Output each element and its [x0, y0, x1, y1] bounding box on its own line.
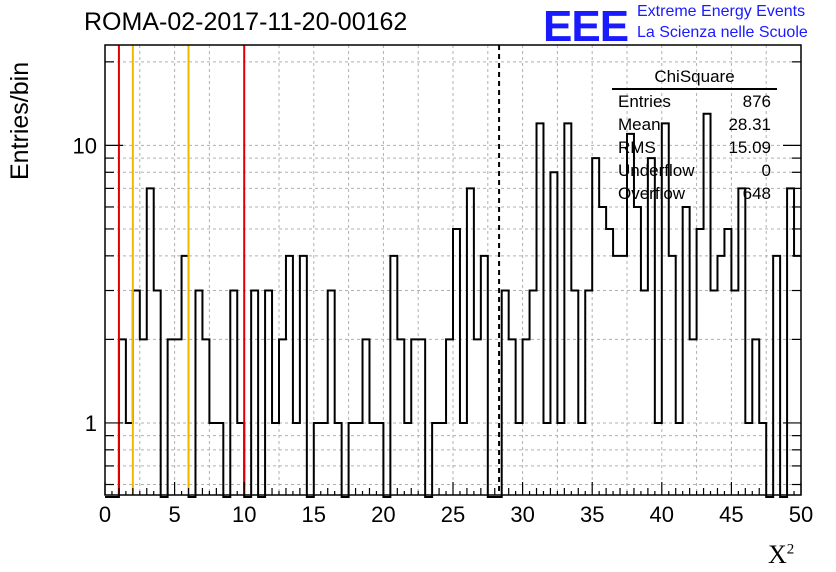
x-tick-label: 0 — [99, 502, 111, 527]
y-axis-label: Entries/bin — [6, 61, 34, 180]
stats-row-mean: Mean 28.31 — [612, 113, 777, 136]
stats-row-underflow: Underflow 0 — [612, 159, 777, 182]
marker-lines — [117, 45, 501, 495]
x-axis-label-superscript: 2 — [786, 541, 795, 558]
stats-label: RMS — [618, 138, 656, 157]
axes: 0 5 10 15 20 25 30 35 40 45 50 1 10 — [73, 61, 813, 527]
x-axis-label-base: X — [768, 540, 787, 569]
x-tick-label: 35 — [580, 502, 604, 527]
x-tick-label: 10 — [232, 502, 256, 527]
stats-title: ChiSquare — [612, 67, 777, 90]
x-tick-label: 25 — [441, 502, 465, 527]
x-tick-label: 40 — [650, 502, 674, 527]
x-tick-label: 5 — [168, 502, 180, 527]
y-tick-label: 1 — [85, 411, 97, 436]
stats-box: ChiSquare Entries 876 Mean 28.31 RMS 15.… — [612, 67, 777, 205]
stats-value: 15.09 — [728, 138, 771, 157]
logo-line-1: Extreme Energy Events — [637, 3, 806, 20]
stats-value: 876 — [742, 92, 771, 111]
stats-row-overflow: Overflow 648 — [612, 182, 777, 205]
logo-line-2: La Scienza nelle Scuole — [637, 24, 808, 41]
stats-label: Mean — [618, 115, 661, 134]
stats-value: 648 — [742, 184, 771, 203]
x-tick-label: 15 — [302, 502, 326, 527]
x-tick-label: 20 — [371, 502, 395, 527]
x-tick-label: 50 — [789, 502, 813, 527]
stats-value: 28.31 — [728, 115, 771, 134]
x-tick-label: 45 — [719, 502, 743, 527]
histogram-series — [105, 112, 801, 498]
y-tick-label: 10 — [73, 133, 97, 158]
stats-label: Entries — [618, 92, 671, 111]
eee-logo: EEE — [543, 2, 629, 51]
stats-value: 0 — [761, 161, 771, 180]
histogram-steps — [105, 112, 801, 498]
chart-title: ROMA-02-2017-11-20-00162 — [84, 8, 408, 36]
x-axis-label: X2 — [768, 540, 794, 570]
stats-row-rms: RMS 15.09 — [612, 136, 777, 159]
stats-label: Overflow — [618, 184, 686, 203]
x-tick-label: 30 — [510, 502, 534, 527]
stats-row-entries: Entries 876 — [612, 90, 777, 113]
stats-label: Underflow — [618, 161, 695, 180]
